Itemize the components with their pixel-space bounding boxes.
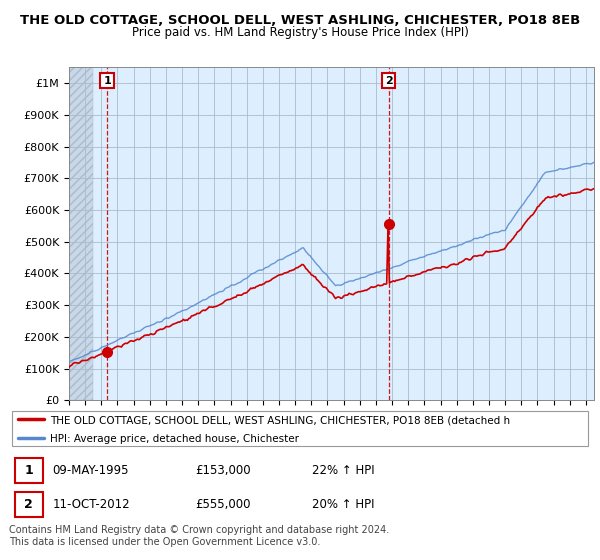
Text: 1: 1 — [103, 76, 111, 86]
Text: 2: 2 — [25, 498, 33, 511]
Text: Price paid vs. HM Land Registry's House Price Index (HPI): Price paid vs. HM Land Registry's House … — [131, 26, 469, 39]
Text: 1: 1 — [25, 464, 33, 477]
Text: £153,000: £153,000 — [195, 464, 251, 477]
FancyBboxPatch shape — [15, 492, 43, 517]
Text: 11-OCT-2012: 11-OCT-2012 — [53, 498, 130, 511]
Text: £555,000: £555,000 — [195, 498, 251, 511]
FancyBboxPatch shape — [12, 412, 588, 446]
Text: 20% ↑ HPI: 20% ↑ HPI — [311, 498, 374, 511]
Text: 09-MAY-1995: 09-MAY-1995 — [53, 464, 129, 477]
Text: THE OLD COTTAGE, SCHOOL DELL, WEST ASHLING, CHICHESTER, PO18 8EB: THE OLD COTTAGE, SCHOOL DELL, WEST ASHLI… — [20, 14, 580, 27]
Text: 22% ↑ HPI: 22% ↑ HPI — [311, 464, 374, 477]
Text: HPI: Average price, detached house, Chichester: HPI: Average price, detached house, Chic… — [50, 434, 299, 444]
Text: 2: 2 — [385, 76, 392, 86]
Text: THE OLD COTTAGE, SCHOOL DELL, WEST ASHLING, CHICHESTER, PO18 8EB (detached h: THE OLD COTTAGE, SCHOOL DELL, WEST ASHLI… — [50, 415, 510, 425]
Text: Contains HM Land Registry data © Crown copyright and database right 2024.
This d: Contains HM Land Registry data © Crown c… — [9, 525, 389, 547]
FancyBboxPatch shape — [15, 458, 43, 483]
